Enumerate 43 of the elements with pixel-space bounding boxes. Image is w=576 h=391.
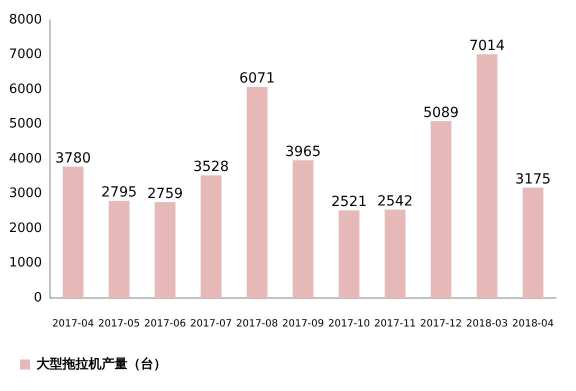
data-label: 2759 xyxy=(147,186,183,202)
data-label: 2795 xyxy=(101,184,137,201)
y-tick-label: 6000 xyxy=(8,82,42,97)
data-label: 6071 xyxy=(239,70,275,87)
legend-label: 大型拖拉机产量（台） xyxy=(36,356,166,372)
x-tick-label: 2018-04 xyxy=(512,318,554,330)
x-tick-label: 2017-11 xyxy=(374,318,416,330)
data-label: 3528 xyxy=(193,159,229,176)
bar xyxy=(430,121,452,298)
y-tick-label: 0 xyxy=(34,290,42,306)
y-tick-label: 3000 xyxy=(8,186,42,202)
bar xyxy=(108,200,130,298)
y-tick-label: 8000 xyxy=(8,12,42,28)
bar xyxy=(522,188,544,298)
bar xyxy=(154,202,176,298)
data-label: 3175 xyxy=(515,171,551,188)
y-tick-label: 2000 xyxy=(8,220,42,236)
data-label: 7014 xyxy=(469,38,505,54)
data-label: 5089 xyxy=(423,104,459,121)
bar xyxy=(62,166,84,298)
x-tick-label: 2017-09 xyxy=(282,318,324,330)
bar xyxy=(200,175,222,298)
x-tick-label: 2017-08 xyxy=(236,318,278,330)
bar xyxy=(246,87,268,298)
bar xyxy=(338,210,360,298)
x-tick-label: 2017-10 xyxy=(328,318,370,330)
data-label: 2542 xyxy=(377,193,413,210)
x-tick-label: 2017-06 xyxy=(144,318,186,330)
x-tick-label: 2018-03 xyxy=(466,318,508,330)
data-label: 3965 xyxy=(285,144,321,160)
y-tick-label: 4000 xyxy=(8,151,42,166)
bar xyxy=(384,210,406,298)
bar xyxy=(292,160,314,298)
bar xyxy=(476,54,498,298)
y-tick-label: 1000 xyxy=(8,256,42,271)
y-tick-label: 7000 xyxy=(8,47,42,62)
x-tick-label: 2017-05 xyxy=(98,318,140,330)
data-label: 3780 xyxy=(55,150,91,166)
x-tick-label: 2017-12 xyxy=(420,318,462,330)
y-tick-label: 5000 xyxy=(8,116,42,132)
x-tick-label: 2017-07 xyxy=(190,318,232,330)
x-tick-label: 2017-04 xyxy=(52,318,94,330)
data-label: 2521 xyxy=(331,194,367,210)
